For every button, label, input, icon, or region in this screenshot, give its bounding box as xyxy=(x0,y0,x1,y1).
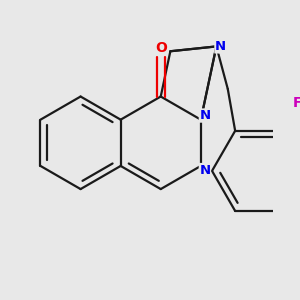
Text: N: N xyxy=(200,164,211,177)
Text: O: O xyxy=(155,41,167,55)
Text: F: F xyxy=(292,96,300,110)
Text: N: N xyxy=(200,109,211,122)
Text: N: N xyxy=(215,40,226,53)
